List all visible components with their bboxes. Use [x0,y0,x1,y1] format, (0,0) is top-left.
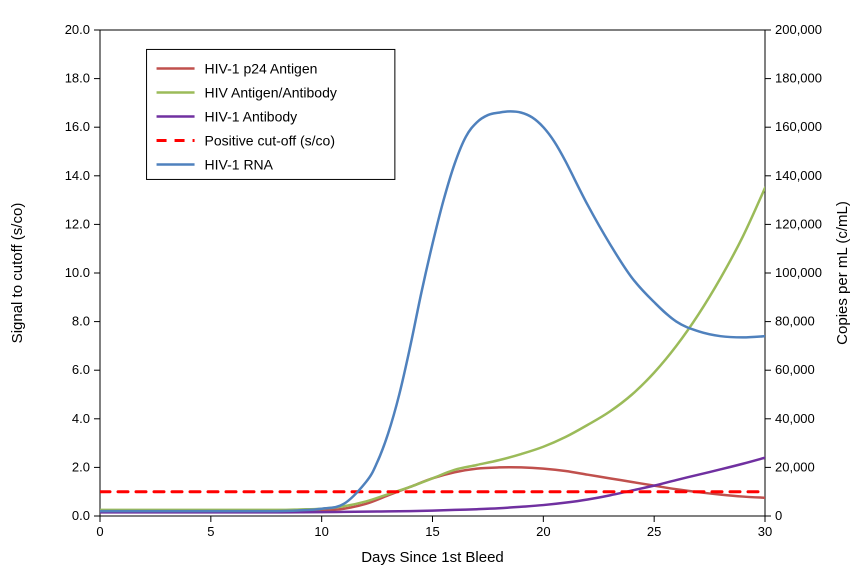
y-right-tick-label: 20,000 [775,459,815,474]
legend-label: Positive cut-off (s/co) [205,132,335,148]
y-left-tick-label: 6.0 [72,362,90,377]
y-left-tick-label: 16.0 [65,119,90,134]
y-left-tick-label: 20.0 [65,22,90,37]
y-left-tick-label: 18.0 [65,71,90,86]
x-tick-label: 0 [96,524,103,539]
y-right-tick-label: 120,000 [775,216,822,231]
y-right-tick-label: 100,000 [775,265,822,280]
y-left-tick-label: 2.0 [72,459,90,474]
x-tick-label: 5 [207,524,214,539]
legend-label: HIV-1 RNA [205,156,274,172]
x-tick-label: 20 [536,524,550,539]
y-right-tick-label: 60,000 [775,362,815,377]
y-right-tick-label: 160,000 [775,119,822,134]
legend-label: HIV-1 Antibody [205,108,298,124]
x-tick-label: 10 [314,524,328,539]
chart-container: 0 5 10 15 20 25 30 Days Since 1st Bleed 0.0 2.0 4.… [0,0,865,576]
y-right-tick-label: 40,000 [775,411,815,426]
series-line [100,188,765,510]
y-left-tick-label: 14.0 [65,168,90,183]
y-left-tick-label: 4.0 [72,411,90,426]
y-right-tick-label: 140,000 [775,168,822,183]
x-tick-label: 15 [425,524,439,539]
series-line [100,467,765,511]
y-right-axis-title: Copies per mL (c/mL) [834,201,851,345]
x-axis-title: Days Since 1st Bleed [361,549,504,566]
legend: HIV-1 p24 Antigen HIV Antigen/Antibody HIV… [147,49,395,179]
y-left-tick-label: 10.0 [65,265,90,280]
y-right-tick-label: 80,000 [775,314,815,329]
y-right-tick-label: 0 [775,508,782,523]
x-tick-label: 30 [758,524,772,539]
y-left-tick-label: 0.0 [72,508,90,523]
legend-label: HIV-1 p24 Antigen [205,60,318,76]
y-right-tick-label: 180,000 [775,71,822,86]
x-tick-label: 25 [647,524,661,539]
y-left-tick-label: 8.0 [72,314,90,329]
y-right-tick-label: 200,000 [775,22,822,37]
line-chart: 0 5 10 15 20 25 30 Days Since 1st Bleed 0.0 2.0 4.… [0,0,865,576]
y-left-axis-title: Signal to cutoff (s/co) [9,203,26,344]
series-line [100,458,765,513]
y-left-tick-label: 12.0 [65,216,90,231]
legend-label: HIV Antigen/Antibody [205,84,337,100]
